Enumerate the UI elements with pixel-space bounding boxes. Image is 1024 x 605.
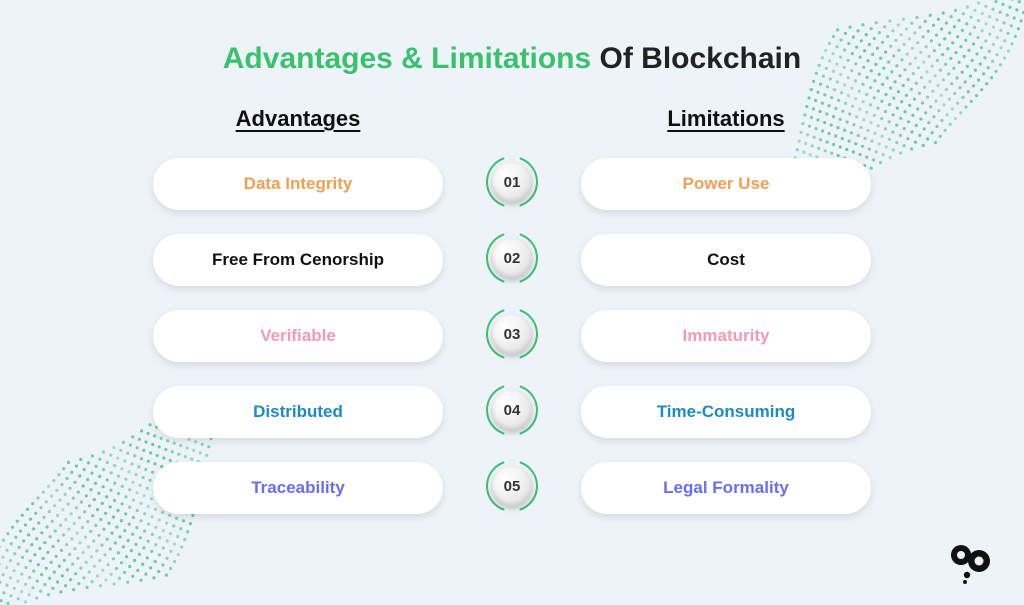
number-badge-05: 05 bbox=[484, 458, 540, 514]
infographic-canvas: Advantages & Limitations Of Blockchain A… bbox=[0, 0, 1024, 605]
pill-lim-1: Power Use bbox=[581, 158, 871, 210]
number-badge-04: 04 bbox=[484, 382, 540, 438]
number-column: 01 02 03 04 05 bbox=[484, 106, 540, 534]
brand-logo bbox=[946, 541, 994, 585]
number-text: 05 bbox=[492, 466, 532, 506]
pill-lim-4: Time-Consuming bbox=[581, 386, 871, 438]
limitations-header: Limitations bbox=[667, 106, 784, 132]
limitations-column: Limitations Power Use Cost Immaturity Time-… bbox=[576, 106, 876, 538]
pill-lim-2: Cost bbox=[581, 234, 871, 286]
number-text: 03 bbox=[492, 314, 532, 354]
columns-wrapper: Advantages Data Integrity Free From Cenor… bbox=[0, 106, 1024, 538]
pill-adv-4: Distributed bbox=[153, 386, 443, 438]
advantages-header: Advantages bbox=[236, 106, 361, 132]
number-badge-03: 03 bbox=[484, 306, 540, 362]
number-text: 04 bbox=[492, 390, 532, 430]
number-text: 01 bbox=[492, 162, 532, 202]
number-badge-01: 01 bbox=[484, 154, 540, 210]
title-accent: Advantages & Limitations bbox=[223, 42, 591, 75]
number-badge-02: 02 bbox=[484, 230, 540, 286]
pill-adv-2: Free From Cenorship bbox=[153, 234, 443, 286]
number-text: 02 bbox=[492, 238, 532, 278]
pill-adv-1: Data Integrity bbox=[153, 158, 443, 210]
advantages-column: Advantages Data Integrity Free From Cenor… bbox=[148, 106, 448, 538]
title-rest: Of Blockchain bbox=[591, 42, 801, 75]
page-title: Advantages & Limitations Of Blockchain bbox=[0, 0, 1024, 76]
pill-lim-3: Immaturity bbox=[581, 310, 871, 362]
pill-adv-5: Traceability bbox=[153, 462, 443, 514]
pill-adv-3: Verifiable bbox=[153, 310, 443, 362]
pill-lim-5: Legal Formality bbox=[581, 462, 871, 514]
